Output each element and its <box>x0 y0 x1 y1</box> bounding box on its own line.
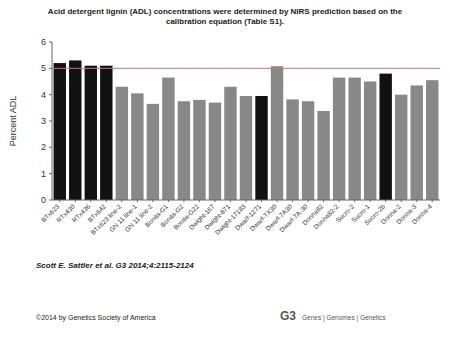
x-tick <box>354 200 355 202</box>
x-tick <box>183 200 184 202</box>
x-tick <box>292 200 293 202</box>
reference-line <box>52 68 440 69</box>
title: Acid detergent lignin (ADL) concentratio… <box>48 7 403 26</box>
bar <box>193 100 205 200</box>
bar <box>317 111 329 200</box>
x-tick <box>416 200 417 202</box>
copyright: ©2014 by Genetics Society of America <box>36 314 156 322</box>
y-tick <box>49 42 52 43</box>
footnote: Scott E. Sattler et al. G3 2014;4:2115-2… <box>36 261 194 270</box>
bar <box>426 80 438 200</box>
x-tick <box>121 200 122 202</box>
y-axis-label: Percent ADL <box>8 96 18 147</box>
y-tick-label: 5 <box>41 63 46 73</box>
bar <box>333 78 345 200</box>
y-tick <box>49 68 52 69</box>
bar <box>379 74 391 200</box>
x-tick <box>432 200 433 202</box>
bar <box>286 99 298 200</box>
bar <box>348 78 360 200</box>
x-tick <box>90 200 91 202</box>
y-tick-label: 2 <box>41 142 46 152</box>
x-tick <box>401 200 402 202</box>
bar <box>395 95 407 200</box>
y-tick <box>49 173 52 174</box>
y-tick-label: 4 <box>41 90 46 100</box>
y-tick <box>49 121 52 122</box>
y-tick-label: 3 <box>41 116 46 126</box>
y-tick-label: 6 <box>41 37 46 47</box>
x-tick <box>214 200 215 202</box>
bar <box>411 85 423 200</box>
bar <box>302 101 314 200</box>
x-tick <box>137 200 138 202</box>
plot-area <box>52 60 440 200</box>
chart: Acid detergent lignin (ADL) concentratio… <box>0 0 450 338</box>
bar <box>85 66 97 200</box>
y-tick <box>49 94 52 95</box>
bar <box>100 66 112 200</box>
x-tick <box>308 200 309 202</box>
logo-tagline: Genes | Genomes | Genetics <box>302 314 386 322</box>
y-tick <box>49 147 52 148</box>
bar <box>116 87 128 200</box>
x-tick <box>246 200 247 202</box>
x-tick <box>152 200 153 202</box>
logo: G3 <box>280 309 296 323</box>
x-tick <box>199 200 200 202</box>
bar <box>131 93 143 200</box>
bar <box>162 78 174 200</box>
x-tick <box>385 200 386 202</box>
x-tick <box>339 200 340 202</box>
bar <box>255 96 267 200</box>
x-tick <box>106 200 107 202</box>
bar <box>178 101 190 200</box>
bar <box>54 63 66 200</box>
bar <box>147 104 159 200</box>
x-tick <box>168 200 169 202</box>
bar <box>209 103 221 200</box>
x-tick <box>323 200 324 202</box>
y-tick <box>49 200 52 201</box>
bar <box>69 60 81 200</box>
x-tick <box>261 200 262 202</box>
x-tick <box>230 200 231 202</box>
x-tick <box>370 200 371 202</box>
x-tick <box>59 200 60 202</box>
x-tick <box>277 200 278 202</box>
bar <box>240 96 252 200</box>
bar <box>271 66 283 200</box>
y-tick-label: 0 <box>41 195 46 205</box>
bar <box>224 87 236 200</box>
x-tick <box>75 200 76 202</box>
bar <box>364 82 376 201</box>
x-tick-label: Donna-4 <box>410 202 433 225</box>
y-tick-label: 1 <box>41 169 46 179</box>
